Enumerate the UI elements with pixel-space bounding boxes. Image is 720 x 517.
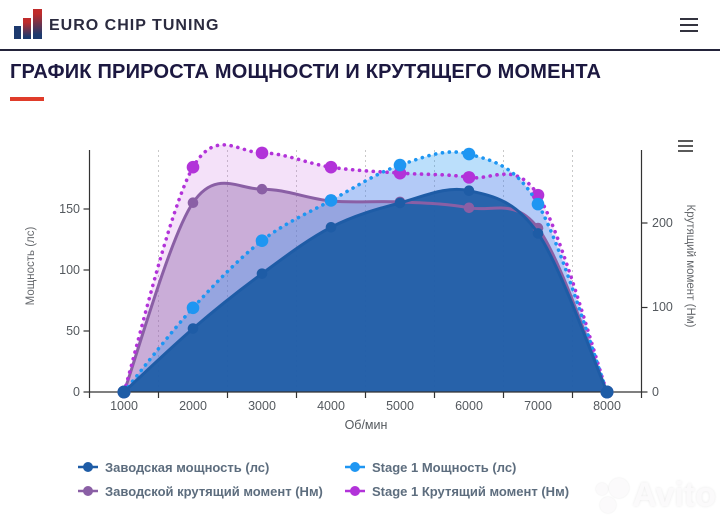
data-point-marker (462, 171, 476, 184)
chart-legend: Заводская мощность (лс) Stage 1 Мощность… (78, 457, 569, 501)
x-tick-label: 1000 (110, 399, 138, 413)
data-point-marker (256, 183, 268, 195)
y-tick-label: 50 (66, 324, 80, 338)
x-tick-label: 4000 (317, 399, 345, 413)
data-point-marker (462, 147, 476, 161)
data-point-marker (255, 146, 269, 160)
data-point-marker (186, 160, 200, 174)
data-point-marker (256, 268, 268, 279)
legend-marker-icon (345, 462, 365, 472)
legend-item-stage1-torque[interactable]: Stage 1 Крутящий момент (Нм) (345, 481, 569, 501)
data-point-marker (463, 202, 475, 214)
x-tick-label: 3000 (248, 399, 276, 413)
data-point-marker (186, 301, 200, 315)
data-point-marker (531, 197, 545, 211)
x-tick-label: 5000 (386, 399, 414, 413)
axes (83, 150, 648, 398)
menu-icon[interactable] (680, 18, 698, 32)
y-tick-label: 100 (652, 300, 673, 314)
data-point-marker (531, 188, 545, 202)
legend-label: Stage 1 Крутящий момент (Нм) (372, 483, 570, 499)
data-point-marker (532, 228, 544, 239)
x-tick-label: 2000 (179, 399, 207, 413)
y-tick-label: 0 (652, 385, 659, 399)
legend-label: Stage 1 Мощность (лс) (372, 459, 517, 475)
x-axis-title: Об/мин (344, 418, 388, 432)
y-tick-label: 100 (59, 263, 80, 277)
bar-chart-icon (14, 9, 42, 39)
chart-menu-icon[interactable] (678, 140, 693, 152)
data-point-marker (600, 385, 614, 399)
y-tick-label: 0 (73, 385, 80, 399)
y-tick-label: 150 (59, 202, 80, 216)
data-point-marker (187, 323, 199, 334)
data-point-marker (394, 197, 406, 209)
legend-item-stock-torque[interactable]: Заводской крутящий момент (Нм) (78, 481, 345, 501)
legend-marker-icon (345, 486, 365, 496)
data-point-marker (463, 185, 475, 196)
x-tick-label: 7000 (524, 399, 552, 413)
y-axis-title-power: Мощность (лс) (25, 226, 37, 306)
brand-name: EURO CHIP TUNING (49, 17, 220, 34)
area-0 (124, 189, 607, 392)
title-accent-bar (10, 97, 44, 101)
legend-label: Заводская мощность (лс) (105, 459, 270, 475)
y-tick-label: 200 (652, 216, 673, 230)
data-point-marker (117, 385, 131, 399)
data-point-marker (255, 234, 269, 248)
data-point-marker (393, 158, 407, 172)
series-0[interactable] (117, 185, 614, 399)
legend-item-stock-power[interactable]: Заводская мощность (лс) (78, 457, 345, 477)
data-point-marker (324, 160, 338, 174)
legend-item-stage1-power[interactable]: Stage 1 Мощность (лс) (345, 457, 569, 477)
legend-marker-icon (78, 486, 98, 496)
site-header: EURO CHIP TUNING (0, 0, 720, 51)
page-title: ГРАФИК ПРИРОСТА МОЩНОСТИ И КРУТЯЩЕГО МОМ… (10, 61, 602, 83)
x-tick-label: 8000 (593, 399, 621, 413)
data-point-marker (325, 222, 337, 233)
legend-marker-icon (78, 462, 98, 472)
series-areas (124, 144, 607, 392)
legend-label: Заводской крутящий момент (Нм) (105, 483, 323, 499)
x-tick-label: 6000 (455, 399, 483, 413)
brand-logo[interactable]: EURO CHIP TUNING (14, 9, 219, 39)
data-point-marker (324, 194, 338, 207)
data-point-marker (187, 197, 199, 209)
